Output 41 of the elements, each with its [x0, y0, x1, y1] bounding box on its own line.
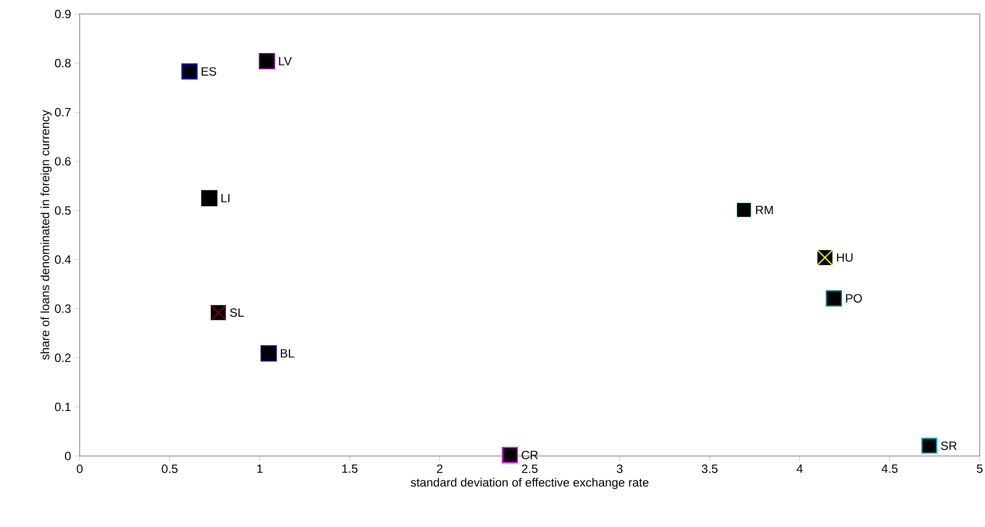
series-label: LI	[221, 194, 230, 202]
point	[921, 438, 938, 454]
x-axis-title: standard deviation of effective exchange rate	[410, 478, 648, 490]
series-label: HU	[837, 253, 853, 262]
point	[736, 202, 752, 218]
x-tick-label: 1	[257, 464, 262, 473]
x-tick-label: 4.5	[882, 464, 898, 473]
y-tick-label: 0.4	[54, 255, 71, 264]
x-tick-label: 4	[796, 464, 803, 473]
series-label: CR	[522, 450, 538, 460]
y-tick-label: 0.7	[54, 108, 71, 116]
series-label: LV	[279, 57, 292, 66]
y-axis-title: share of loans denominated in foreign currency	[40, 110, 52, 360]
series-label: PO	[846, 294, 862, 303]
series-label: ES	[202, 67, 216, 76]
point	[258, 53, 275, 70]
x-tick-label: 2	[436, 464, 442, 473]
point	[826, 290, 842, 306]
point	[502, 446, 518, 464]
x-tick-label: 1.5	[342, 464, 358, 473]
series-label: RM	[756, 206, 773, 214]
y-tick-label: 0.5	[54, 206, 71, 215]
y-tick-label: 0.1	[54, 402, 71, 412]
series-label: SL	[230, 308, 244, 317]
point	[201, 190, 218, 206]
y-tick-label: 0.9	[54, 10, 71, 18]
point	[260, 345, 277, 362]
y-tick-label: 0.8	[54, 58, 71, 68]
x-tick-label: 3	[616, 464, 623, 474]
series-label: BL	[280, 349, 294, 358]
y-tick-label: 0.6	[54, 157, 71, 166]
y-tick-label: 0.2	[54, 354, 71, 362]
x-tick-label: 0.5	[162, 464, 178, 474]
y-tick-label: 0	[64, 452, 71, 460]
y-tick-label: 0.3	[54, 304, 71, 313]
x-tick-label: 3.5	[702, 464, 718, 474]
series-label: SR	[941, 441, 957, 450]
point	[181, 63, 198, 80]
x-tick-label: 5	[976, 464, 983, 473]
x-tick-label: 0	[76, 464, 83, 474]
x-tick-label: 2.5	[522, 464, 538, 474]
